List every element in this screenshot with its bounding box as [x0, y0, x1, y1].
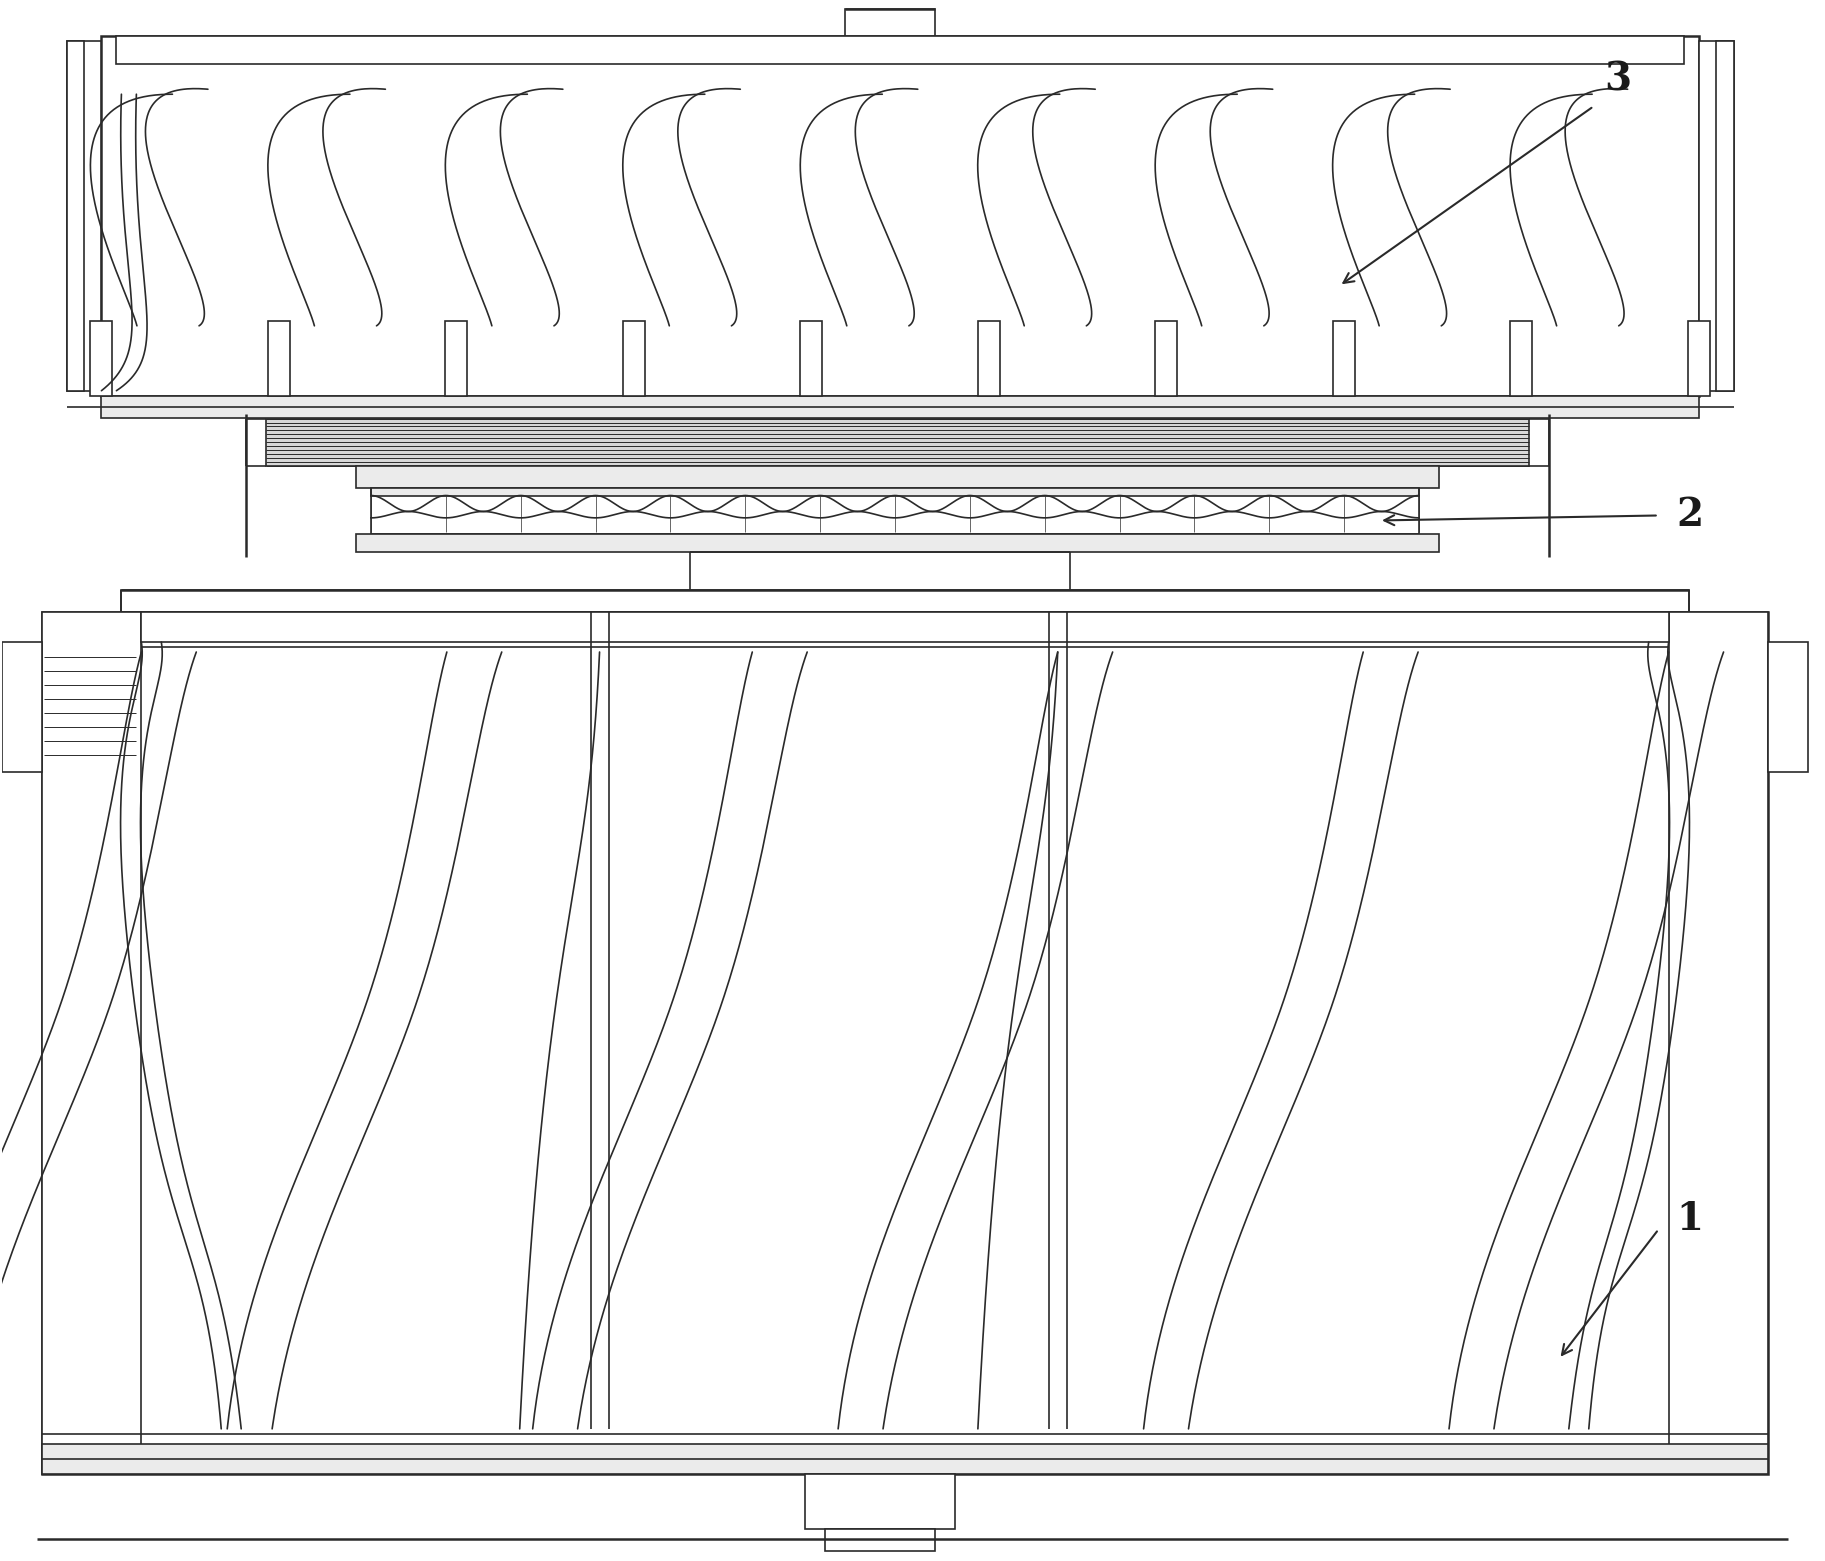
Text: 1: 1 [1677, 1200, 1705, 1238]
Bar [978, 322, 1000, 395]
Bar [122, 590, 1688, 612]
Bar [1716, 41, 1734, 390]
Bar [102, 395, 1699, 418]
Bar [1668, 612, 1768, 1474]
Bar [66, 41, 84, 390]
Bar [66, 41, 102, 390]
Bar [445, 322, 467, 395]
Bar [356, 465, 1440, 487]
Bar [845, 9, 934, 37]
Bar [268, 322, 290, 395]
Bar [805, 1474, 954, 1528]
Bar [1509, 322, 1533, 395]
Bar [117, 36, 1684, 64]
Bar [42, 1444, 1768, 1474]
Text: 2: 2 [1677, 496, 1705, 534]
Bar [2, 642, 42, 771]
Bar [141, 612, 1668, 642]
Bar [102, 36, 1699, 395]
Bar [356, 534, 1440, 553]
Bar [42, 612, 141, 1474]
Bar [42, 612, 1768, 1474]
Bar [1768, 642, 1809, 771]
Bar [1155, 322, 1177, 395]
Bar [622, 322, 644, 395]
Bar [1332, 322, 1354, 395]
Text: 3: 3 [1604, 61, 1632, 98]
Bar [266, 418, 1529, 465]
Bar [91, 322, 113, 395]
Bar [370, 487, 1420, 495]
Bar [1699, 41, 1734, 390]
Bar [801, 322, 823, 395]
Bar [825, 1528, 934, 1550]
Bar [1688, 322, 1710, 395]
